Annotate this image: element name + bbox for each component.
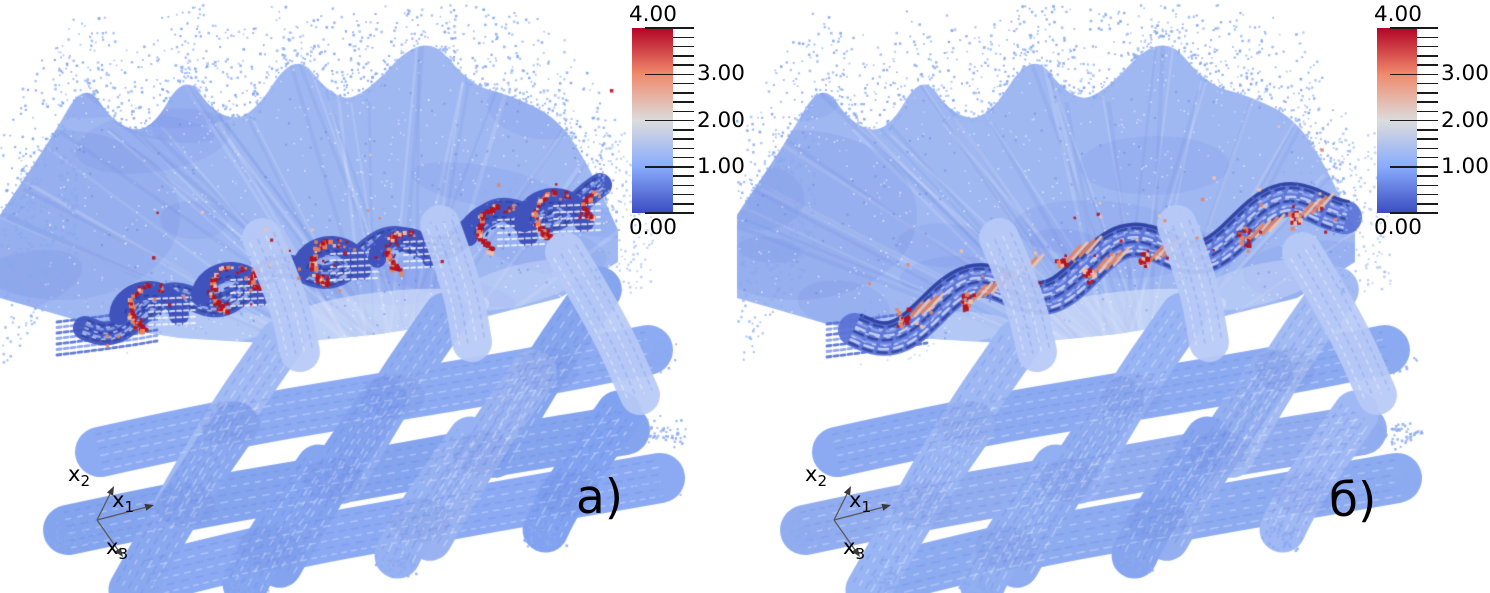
x1-axis-line — [96, 506, 146, 521]
x2-axis-line — [96, 493, 111, 521]
axis-triad-right — [833, 486, 891, 557]
x2-axis-line — [833, 493, 848, 521]
x3-axis-label: x3 — [106, 535, 129, 564]
x1-axis-arrow-icon — [144, 503, 154, 511]
panel-label-a: а) — [576, 470, 624, 525]
x2-axis-arrow-icon — [843, 486, 851, 496]
x3-axis-arrow-icon — [114, 547, 123, 557]
x1-axis-line — [833, 506, 883, 521]
x1-axis-label: x1 — [849, 488, 872, 517]
x1-axis-label: x1 — [112, 488, 135, 517]
axis-triad-left — [96, 486, 154, 557]
x3-axis-label: x3 — [843, 535, 866, 564]
x2-axis-label: x2 — [68, 462, 91, 491]
x3-axis-arrow-icon — [851, 547, 860, 557]
x3-axis-line — [96, 519, 119, 551]
x1-axis-arrow-icon — [881, 503, 891, 511]
x2-axis-label: x2 — [805, 462, 828, 491]
panel-label-b: б) — [1329, 473, 1377, 528]
x3-axis-line — [833, 519, 856, 551]
x2-axis-arrow-icon — [106, 486, 114, 496]
